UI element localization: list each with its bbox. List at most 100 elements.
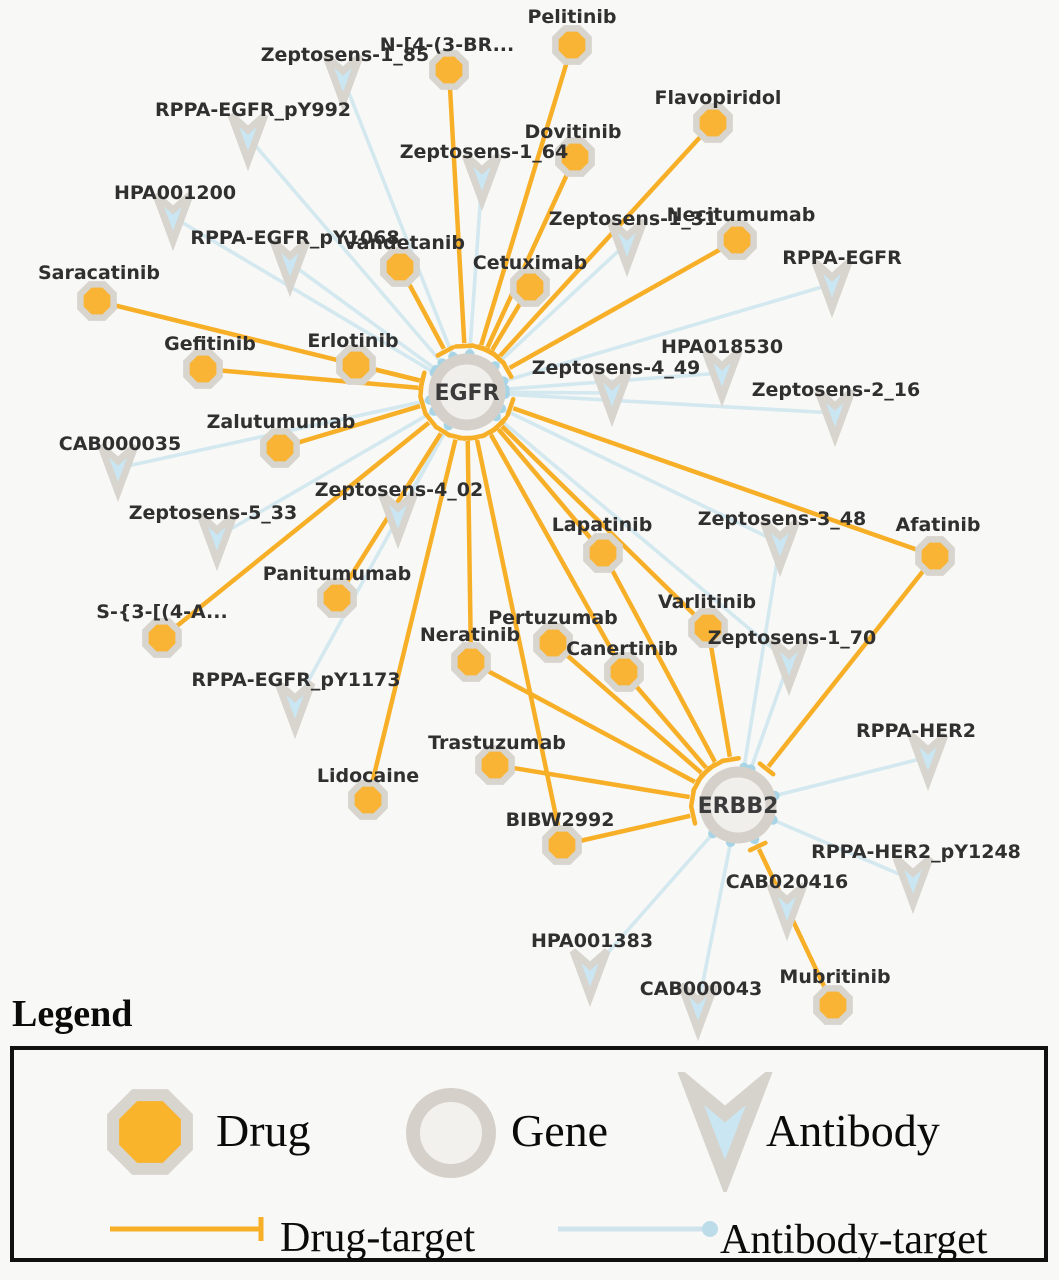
antibody-node [227, 112, 269, 172]
drug-node [451, 642, 491, 682]
antibody-target-edge [172, 215, 434, 374]
antibody-label: Zeptosens-1_31 [549, 208, 717, 230]
antibody-node [322, 53, 364, 113]
antibody-label: HPA001200 [114, 182, 236, 204]
drug-target-edge [279, 403, 421, 451]
legend-drug-target-label: Drug-target [280, 1215, 476, 1261]
drug-label: Panitumumab [263, 563, 411, 585]
antibody-target-edge [293, 426, 450, 706]
antibody-target-edge [502, 407, 781, 545]
drug-label: Afatinib [895, 514, 980, 536]
drug-target-edge [202, 366, 419, 390]
legend-box: Drug Gene Antibody Drug-target Antibody-… [10, 1046, 1048, 1263]
antibody-target-dot [702, 1221, 718, 1237]
drug-octagon-icon [107, 1089, 193, 1175]
drug-node [717, 220, 757, 260]
drug-node [475, 745, 515, 785]
antibody-target-edge [288, 261, 436, 370]
gene-circle-icon [406, 1088, 496, 1178]
drug-node [260, 428, 300, 468]
antibody-chevron-shape [677, 1072, 773, 1192]
antibody-label: Zeptosens-4_02 [315, 479, 483, 501]
drug-target-edge [479, 44, 575, 346]
drug-target-edge [446, 69, 467, 344]
antibody-node [811, 259, 853, 319]
drug-target-inhibitor-bar [505, 396, 516, 418]
drug-node [336, 345, 376, 385]
antibody-label: CAB020416 [726, 871, 848, 893]
drug-label: Saracatinib [38, 262, 160, 284]
drug-label: Dovitinib [525, 121, 622, 143]
drug-target-edge [551, 641, 703, 775]
drug-target-edge [508, 238, 739, 370]
antibody-node [759, 518, 801, 578]
antibody-label: Zeptosens-1_85 [261, 44, 429, 66]
drug-target-inhibitor-bar [699, 762, 717, 778]
drug-target-edge [622, 670, 708, 770]
antibody-target-edge [506, 390, 613, 395]
drug-label: N-[4-(3-BR... [380, 34, 514, 56]
drug-target-edge [160, 421, 431, 640]
drug-label: Flavopiridol [655, 87, 782, 109]
antibody-target-edge [341, 77, 454, 356]
drug-node [510, 267, 550, 307]
antibody-node [591, 368, 633, 428]
antibody-target-edge [742, 542, 782, 766]
antibody-label: HPA001383 [531, 930, 653, 952]
antibody-target-edge [216, 410, 434, 539]
antibody-target-edge [776, 755, 929, 797]
drug-node [348, 780, 388, 820]
gene-node [428, 353, 506, 431]
drug-target-edge [365, 439, 458, 801]
antibody-label: RPPA-EGFR_pY1173 [191, 669, 400, 691]
gene-node [699, 766, 777, 844]
antibody-target-edge [246, 135, 443, 363]
antibody-target-edge [504, 282, 833, 383]
drug-target-inhibitor-bar [453, 343, 476, 349]
legend-title: Legend [12, 993, 133, 1035]
drug-label: Varlitinib [658, 591, 756, 613]
antibody-node [814, 388, 856, 448]
drug-target-edge [474, 439, 565, 846]
drug-target-inhibitor-bar [481, 345, 501, 360]
gene-label: EGFR [434, 381, 499, 406]
antibody-target-edge [749, 661, 791, 768]
node-layer [77, 25, 955, 1042]
drug-label: Lidocaine [317, 765, 419, 787]
drug-label: Pertuzumab [488, 607, 618, 629]
antibody-node [269, 238, 311, 298]
drug-node [142, 618, 182, 658]
drug-label: Vandetanib [343, 232, 465, 254]
drug-target-inhibitor-bar [747, 840, 768, 853]
gene-circle-shape [406, 1088, 496, 1178]
drug-target-inhibitor-bar [418, 394, 428, 416]
antibody-node [892, 855, 934, 915]
drug-node [813, 985, 853, 1025]
drug-target-inhibitor-bar [423, 412, 439, 430]
drug-label: Neratinib [420, 624, 520, 646]
antibody-label: Zeptosens-1_70 [708, 627, 876, 649]
drug-node [555, 137, 595, 177]
drug-label: Mubritinib [779, 966, 890, 988]
antibody-chevron-icon [677, 1072, 773, 1192]
antibody-node [677, 982, 719, 1042]
drug-target-inhibitor-bar [719, 755, 741, 764]
drug-target-inhibitor-bar [757, 761, 776, 777]
antibody-target-edge [496, 416, 791, 664]
drug-node [693, 103, 733, 143]
legend-drug-label: Drug [216, 1105, 311, 1156]
antibody-label: CAB000043 [640, 978, 762, 1000]
antibody-target-edge [774, 819, 914, 882]
drug-node [552, 25, 592, 65]
antibody-label: HPA018530 [661, 336, 783, 358]
drug-target-edge [496, 427, 605, 555]
drug-target-edge [512, 406, 936, 559]
antibody-target-edge-icon [558, 1221, 718, 1237]
drug-node [583, 533, 623, 573]
antibody-label: Zeptosens-3_48 [698, 508, 866, 530]
antibody-node [606, 218, 648, 278]
drug-node [915, 536, 955, 576]
antibody-node [768, 637, 810, 697]
drug-node [183, 349, 223, 389]
